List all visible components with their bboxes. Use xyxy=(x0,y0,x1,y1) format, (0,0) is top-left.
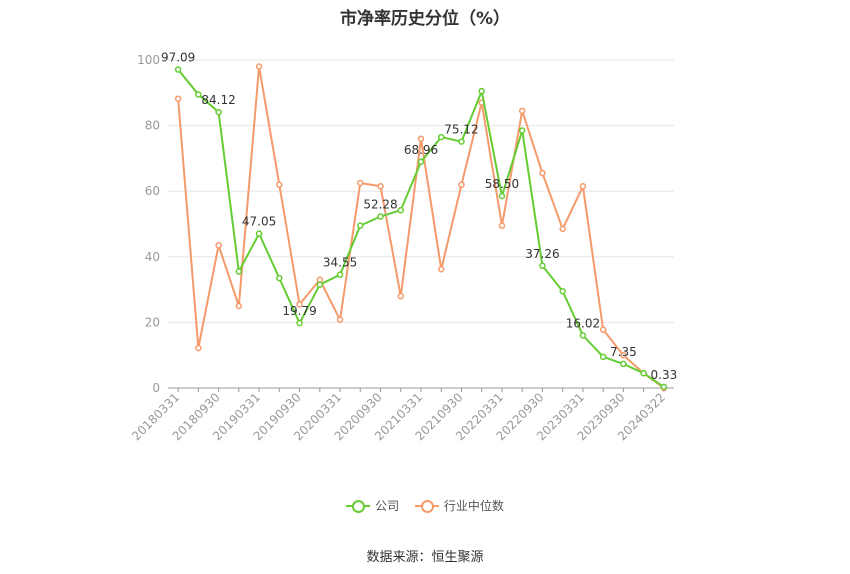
data-labels: 97.09 84.12 47.05 19.79 34.55 52.28 68.96 75.12… xyxy=(161,51,677,382)
legend-swatch-industry-median xyxy=(414,499,439,513)
data-label: 84.12 xyxy=(201,93,235,107)
data-point-company xyxy=(437,133,445,141)
data-label: 75.12 xyxy=(444,123,478,137)
data-point-company xyxy=(660,383,668,391)
data-point-company xyxy=(559,287,566,295)
data-point-company xyxy=(235,268,243,275)
data-point-company xyxy=(336,271,344,278)
data-point-industry-median xyxy=(539,169,546,177)
data-point-company xyxy=(539,262,546,270)
data-point-industry-median xyxy=(296,301,303,308)
data-point-company xyxy=(296,319,303,327)
data-point-industry-median xyxy=(458,181,465,188)
data-point-company xyxy=(377,213,384,220)
data-label: 58.50 xyxy=(485,177,519,191)
y-tick-label: 40 xyxy=(145,250,160,264)
data-point-company xyxy=(255,230,263,237)
data-point-industry-median xyxy=(255,63,263,70)
data-point-company xyxy=(357,222,364,229)
legend-swatch-company xyxy=(346,499,371,513)
data-point-company xyxy=(620,360,627,368)
data-point-industry-median xyxy=(377,183,384,190)
data-point-company xyxy=(498,192,506,200)
data-point-company xyxy=(397,206,405,214)
data-label: 52.28 xyxy=(363,198,397,212)
chart-title: 市净率历史分位（%） xyxy=(339,9,511,29)
data-point-industry-median xyxy=(215,242,222,249)
data-point-industry-median xyxy=(599,326,607,333)
y-tick-label: 80 xyxy=(145,119,160,133)
data-point-company xyxy=(518,127,526,134)
data-point-industry-median xyxy=(498,222,506,229)
data-label: 97.09 xyxy=(161,51,195,65)
data-point-industry-median xyxy=(417,135,425,142)
data-point-company xyxy=(599,353,607,361)
data-point-industry-median xyxy=(235,302,243,310)
data-point-industry-median xyxy=(620,351,627,359)
data-point-industry-median xyxy=(276,181,283,188)
data-point-company xyxy=(478,87,485,95)
data-point-company xyxy=(215,108,222,116)
data-label: 34.55 xyxy=(323,256,357,270)
data-label: 16.02 xyxy=(566,316,600,330)
data-point-company xyxy=(640,369,647,377)
data-label: 37.26 xyxy=(525,247,559,261)
data-label: 7.35 xyxy=(610,345,637,359)
y-tick-label: 60 xyxy=(145,184,160,198)
data-label: 19.79 xyxy=(282,304,316,318)
legend-item-industry-median[interactable]: 行业中位数 xyxy=(414,497,504,514)
data-label: 0.33 xyxy=(651,368,678,382)
data-point-company xyxy=(316,281,324,288)
legend: 公司 行业中位数 xyxy=(0,497,850,516)
data-point-industry-median xyxy=(397,292,405,300)
line-chart: 0204060801002018033120180930201903312019… xyxy=(129,51,677,444)
data-point-company xyxy=(276,274,283,282)
data-point-industry-median xyxy=(518,107,526,115)
data-source: 数据来源：恒生聚源 xyxy=(366,550,484,565)
data-point-industry-median xyxy=(195,344,202,352)
data-point-industry-median xyxy=(437,266,445,273)
data-point-industry-median xyxy=(559,225,566,233)
data-label: 47.05 xyxy=(242,215,276,229)
legend-item-company[interactable]: 公司 xyxy=(346,497,399,514)
series xyxy=(174,63,668,392)
grid-lines xyxy=(168,59,674,323)
data-point-company xyxy=(458,138,465,145)
y-tick-label: 20 xyxy=(145,315,160,329)
legend-label-industry-median: 行业中位数 xyxy=(443,499,504,513)
data-point-industry-median xyxy=(336,316,344,324)
data-point-industry-median xyxy=(579,183,587,190)
y-tick-label: 0 xyxy=(152,381,160,395)
data-point-company xyxy=(579,332,587,339)
legend-label-company: 公司 xyxy=(375,499,400,513)
data-point-industry-median xyxy=(357,179,364,187)
y-tick-label: 100 xyxy=(137,53,160,67)
data-point-industry-median xyxy=(174,95,182,102)
data-point-company xyxy=(195,91,202,98)
data-point-company xyxy=(417,158,425,166)
data-point-company xyxy=(174,66,182,73)
data-label: 68.96 xyxy=(404,143,438,157)
